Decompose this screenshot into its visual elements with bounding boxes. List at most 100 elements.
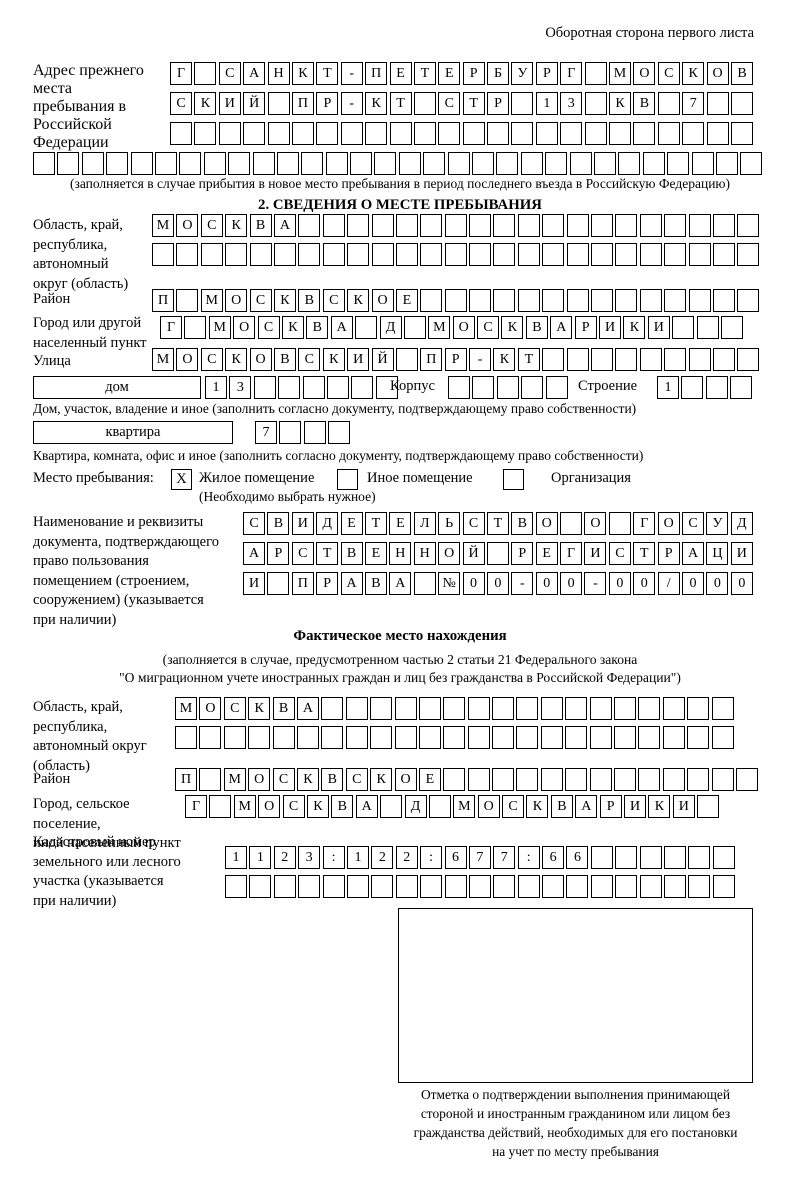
- cadastral-r2-cell-13[interactable]: [517, 875, 540, 898]
- prev-address-r2-cell-4[interactable]: Й: [243, 92, 266, 115]
- region-r2-cell-9[interactable]: [347, 243, 370, 266]
- prev-address-r4-cell-16[interactable]: [398, 152, 421, 175]
- prev-address-r4-cell-22[interactable]: [545, 152, 568, 175]
- cadastral-r2-cell-20[interactable]: [688, 875, 711, 898]
- city-cell-21[interactable]: И: [647, 316, 670, 339]
- doc-r3-cell-11[interactable]: 0: [486, 572, 509, 595]
- doc-r2-cell-9[interactable]: О: [438, 542, 461, 565]
- checkbox-inoe-pomeshchenie[interactable]: [337, 469, 358, 490]
- doc-r3-cell-1[interactable]: И: [243, 572, 265, 595]
- street-cell-1[interactable]: М: [152, 348, 174, 371]
- doc-r2-cell-5[interactable]: В: [340, 542, 363, 565]
- prev-address-r1-cell-22[interactable]: К: [682, 62, 705, 85]
- actual-region-r2-cell-7[interactable]: [321, 726, 344, 749]
- city-cell-11[interactable]: [403, 316, 426, 339]
- doc-r3-cell-6[interactable]: В: [364, 572, 387, 595]
- city-cell-1[interactable]: Г: [160, 316, 182, 339]
- doc-r3-cell-9[interactable]: №: [438, 572, 461, 595]
- prev-address-r3-cell-6[interactable]: [291, 122, 314, 145]
- actual-district-cell-21[interactable]: [662, 768, 685, 791]
- doc-r1-cell-8[interactable]: Л: [413, 512, 436, 535]
- actual-region-r2-cell-9[interactable]: [370, 726, 393, 749]
- kvartira-cells[interactable]: 7: [255, 421, 351, 444]
- street-cell-8[interactable]: К: [322, 348, 345, 371]
- actual-district-cell-10[interactable]: О: [394, 768, 417, 791]
- prev-address-r3-cell-10[interactable]: [389, 122, 412, 145]
- actual-region-r2-cell-1[interactable]: [175, 726, 197, 749]
- prev-address-r1-cell-19[interactable]: М: [609, 62, 632, 85]
- actual-region-r1-cell-9[interactable]: [370, 697, 393, 720]
- region-r2-cell-17[interactable]: [542, 243, 565, 266]
- doc-r1-cell-15[interactable]: О: [584, 512, 607, 535]
- doc-r2-cell-8[interactable]: Н: [413, 542, 436, 565]
- doc-r2-cell-11[interactable]: [486, 542, 509, 565]
- city-cell-19[interactable]: И: [599, 316, 622, 339]
- prev-address-row-4[interactable]: [33, 152, 763, 175]
- actual-city-cell-19[interactable]: И: [624, 795, 647, 818]
- doc-r3-cell-5[interactable]: А: [340, 572, 363, 595]
- street-cell-19[interactable]: [591, 348, 614, 371]
- actual-city-cell-13[interactable]: О: [477, 795, 500, 818]
- actual-district-cell-14[interactable]: [492, 768, 515, 791]
- korpus-cell-5[interactable]: [545, 376, 568, 399]
- actual-region-r1-cell-11[interactable]: [418, 697, 441, 720]
- cadastral-r1-cell-2[interactable]: 1: [249, 846, 272, 869]
- prev-address-r3-cell-16[interactable]: [535, 122, 558, 145]
- region-r1-cell-6[interactable]: А: [273, 214, 296, 237]
- city-cell-6[interactable]: К: [281, 316, 304, 339]
- actual-region-r2-cell-18[interactable]: [589, 726, 612, 749]
- city-cell-8[interactable]: А: [330, 316, 353, 339]
- prev-address-r2-cell-11[interactable]: [413, 92, 436, 115]
- actual-district-cell-13[interactable]: [467, 768, 490, 791]
- actual-district-cell-7[interactable]: В: [321, 768, 344, 791]
- street-cell-12[interactable]: П: [420, 348, 443, 371]
- district-cell-22[interactable]: [664, 289, 687, 312]
- region-r2-cell-3[interactable]: [200, 243, 223, 266]
- city-cell-24[interactable]: [720, 316, 743, 339]
- district-cell-2[interactable]: [176, 289, 199, 312]
- actual-region-r1-cell-23[interactable]: [711, 697, 734, 720]
- doc-r3-cell-3[interactable]: П: [291, 572, 314, 595]
- city-cell-20[interactable]: К: [623, 316, 646, 339]
- region-r1-cell-22[interactable]: [664, 214, 687, 237]
- actual-district-cell-17[interactable]: [565, 768, 588, 791]
- region-r2-cell-10[interactable]: [371, 243, 394, 266]
- dom-cell-4[interactable]: [278, 376, 301, 399]
- cadastral-r1-cell-17[interactable]: [615, 846, 638, 869]
- district-cell-17[interactable]: [542, 289, 565, 312]
- doc-r2-cell-12[interactable]: Р: [511, 542, 534, 565]
- doc-r1-cell-20[interactable]: У: [706, 512, 729, 535]
- prev-address-r1-cell-8[interactable]: -: [340, 62, 363, 85]
- city-cell-7[interactable]: В: [306, 316, 329, 339]
- prev-address-r2-cell-18[interactable]: [584, 92, 607, 115]
- kvartira-cell-1[interactable]: 7: [255, 421, 277, 444]
- cadastral-r1-cell-9[interactable]: :: [420, 846, 443, 869]
- doc-r3-cell-7[interactable]: А: [389, 572, 412, 595]
- cadastral-r2-cell-6[interactable]: [346, 875, 369, 898]
- district-cell-9[interactable]: К: [347, 289, 370, 312]
- district-cell-13[interactable]: [444, 289, 467, 312]
- region-r2-cell-5[interactable]: [249, 243, 272, 266]
- prev-address-r4-cell-3[interactable]: [81, 152, 104, 175]
- doc-r3-cell-17[interactable]: 0: [633, 572, 656, 595]
- cadastral-r1-cell-11[interactable]: 7: [468, 846, 491, 869]
- doc-r3-cell-21[interactable]: 0: [730, 572, 753, 595]
- actual-region-r2-cell-16[interactable]: [540, 726, 563, 749]
- actual-region-r2-cell-8[interactable]: [345, 726, 368, 749]
- prev-address-r3-cell-14[interactable]: [487, 122, 510, 145]
- district-cell-3[interactable]: М: [200, 289, 223, 312]
- actual-region-r2-cell-20[interactable]: [638, 726, 661, 749]
- cadastral-r1-cell-13[interactable]: :: [517, 846, 540, 869]
- actual-district-cell-12[interactable]: [443, 768, 466, 791]
- doc-r1-cell-6[interactable]: Т: [364, 512, 387, 535]
- dom-cell-5[interactable]: [302, 376, 325, 399]
- cadastral-r2-cell-15[interactable]: [566, 875, 589, 898]
- prev-address-r1-cell-7[interactable]: Т: [316, 62, 339, 85]
- prev-address-r2-cell-2[interactable]: К: [194, 92, 217, 115]
- doc-r2-cell-10[interactable]: Й: [462, 542, 485, 565]
- cadastral-r2-cell-14[interactable]: [542, 875, 565, 898]
